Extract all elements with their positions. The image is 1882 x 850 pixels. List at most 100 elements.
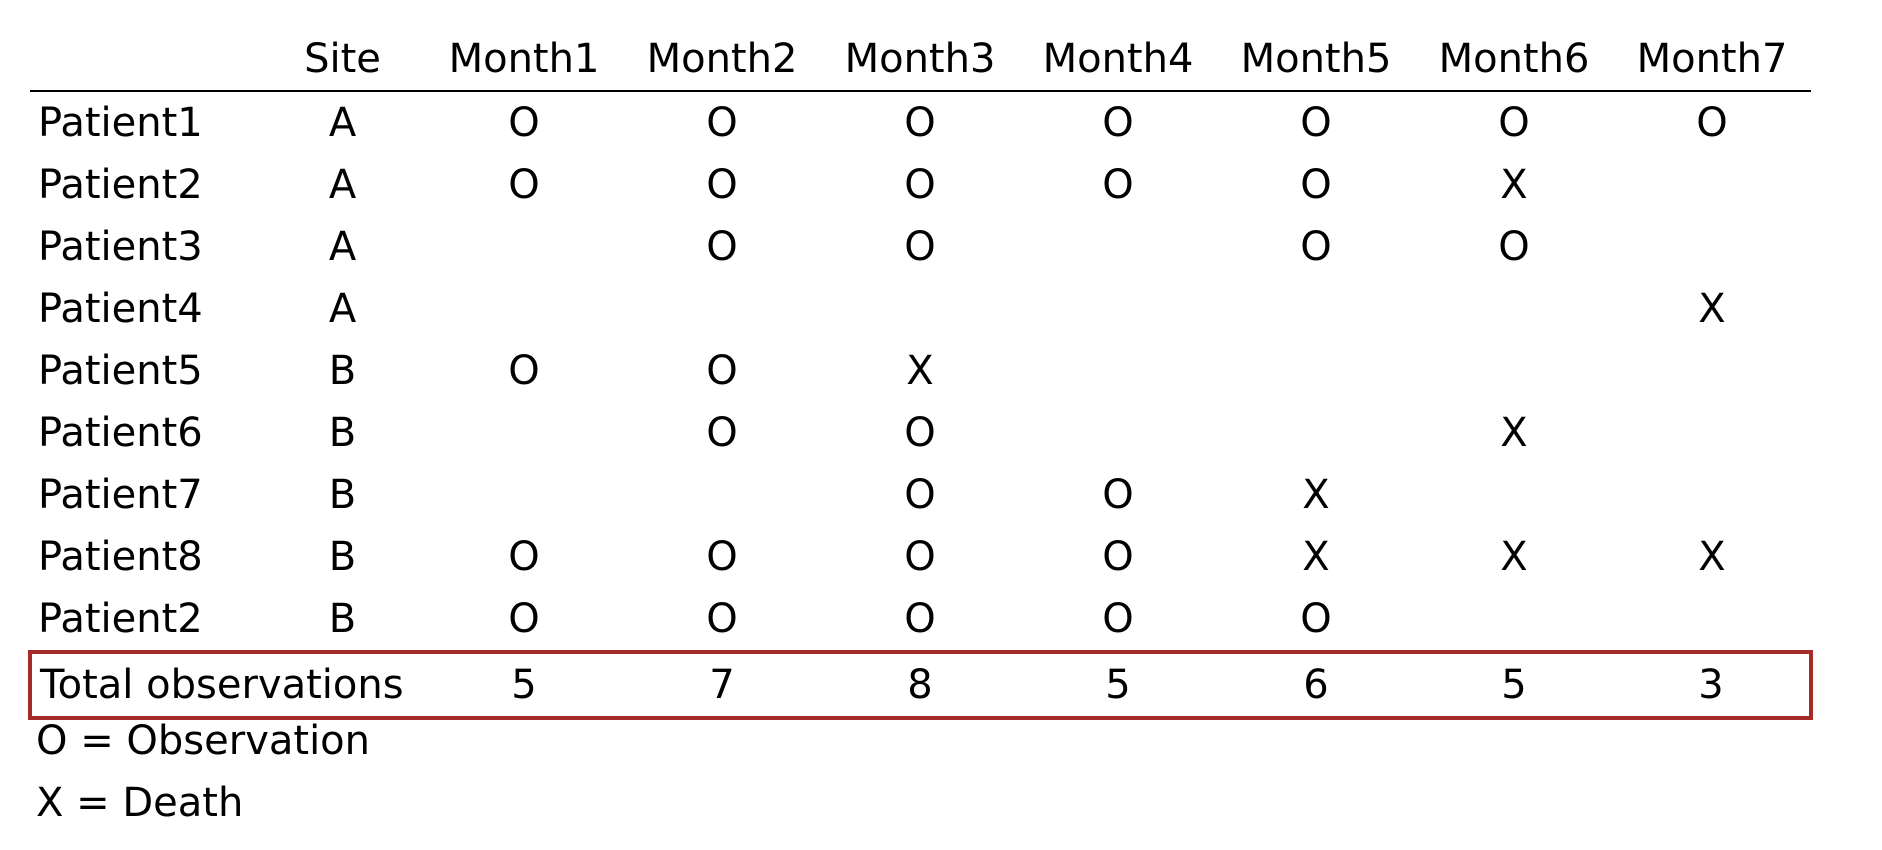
status-cell: O bbox=[904, 410, 936, 456]
status-cell bbox=[1415, 278, 1613, 340]
status-cell: O bbox=[706, 410, 738, 456]
status-cell: O bbox=[1102, 472, 1134, 518]
status-cell: O bbox=[904, 472, 936, 518]
status-cell bbox=[1415, 588, 1613, 652]
status-cell bbox=[1613, 588, 1811, 652]
total-value: 8 bbox=[821, 650, 1019, 720]
month-column-header: Month2 bbox=[646, 36, 798, 82]
status-cell: O bbox=[1300, 100, 1332, 146]
status-cell bbox=[1019, 278, 1217, 340]
status-cell: O bbox=[508, 534, 540, 580]
site-cell: B bbox=[328, 410, 357, 456]
table-row: Patient7 B O O X bbox=[30, 464, 1811, 526]
status-cell: X bbox=[1500, 534, 1528, 580]
status-cell: O bbox=[508, 162, 540, 208]
status-cell bbox=[1415, 464, 1613, 526]
month-column-header: Month1 bbox=[448, 36, 600, 82]
status-cell: O bbox=[904, 224, 936, 270]
status-cell: O bbox=[706, 534, 738, 580]
month-column-header: Month5 bbox=[1240, 36, 1392, 82]
status-cell: O bbox=[1102, 596, 1134, 642]
status-cell: O bbox=[1498, 100, 1530, 146]
table-row: Patient4 A X bbox=[30, 278, 1811, 340]
total-value: 5 bbox=[1019, 650, 1217, 720]
legend-observation: O = Observation bbox=[36, 718, 371, 764]
table-row: Patient2 B O O O O O bbox=[30, 588, 1811, 652]
status-cell bbox=[1613, 402, 1811, 464]
header-row: Site Month1 Month2 Month3 Month4 Month5 Month… bbox=[30, 28, 1811, 91]
total-value: 7 bbox=[623, 650, 821, 720]
status-cell: O bbox=[1300, 162, 1332, 208]
status-cell: O bbox=[706, 162, 738, 208]
table-row: Patient5 B O O X bbox=[30, 340, 1811, 402]
status-cell: O bbox=[706, 348, 738, 394]
table-header: Site Month1 Month2 Month3 Month4 Month5 Month… bbox=[30, 28, 1811, 91]
status-cell bbox=[1613, 464, 1811, 526]
total-value: 5 bbox=[1415, 650, 1613, 720]
status-cell bbox=[1613, 216, 1811, 278]
site-cell: B bbox=[328, 596, 357, 642]
status-cell: O bbox=[1102, 534, 1134, 580]
status-cell: O bbox=[706, 100, 738, 146]
legend: O = Observation X = Death bbox=[36, 710, 370, 834]
patient-name: Patient6 bbox=[38, 410, 203, 456]
status-cell: O bbox=[1300, 224, 1332, 270]
table-row: Patient6 B O O X bbox=[30, 402, 1811, 464]
status-cell: X bbox=[1302, 472, 1330, 518]
month-column-header: Month7 bbox=[1636, 36, 1788, 82]
status-cell: O bbox=[904, 100, 936, 146]
status-cell bbox=[1613, 154, 1811, 216]
site-cell: A bbox=[328, 286, 357, 332]
month-column-header: Month6 bbox=[1438, 36, 1590, 82]
site-cell: B bbox=[328, 472, 357, 518]
status-cell bbox=[425, 216, 623, 278]
status-cell bbox=[1217, 278, 1415, 340]
table-row: Patient3 A O O O O bbox=[30, 216, 1811, 278]
total-observations-row: Total observations 5 7 8 5 6 5 3 bbox=[28, 650, 1813, 720]
observation-table: Site Month1 Month2 Month3 Month4 Month5 Month… bbox=[28, 28, 1813, 720]
status-cell: O bbox=[1300, 596, 1332, 642]
total-value: 5 bbox=[425, 650, 623, 720]
status-cell bbox=[1217, 402, 1415, 464]
site-cell: B bbox=[328, 534, 357, 580]
status-cell bbox=[1019, 340, 1217, 402]
status-cell bbox=[1613, 340, 1811, 402]
status-cell bbox=[1415, 340, 1613, 402]
status-cell: X bbox=[1500, 162, 1528, 208]
status-cell: O bbox=[706, 596, 738, 642]
legend-death: X = Death bbox=[36, 780, 244, 826]
patient-name: Patient3 bbox=[38, 224, 203, 270]
table-body: Patient1 A O O O O O O O Patient2 A O O O O O X Patient3 A… bbox=[28, 91, 1813, 720]
status-cell: O bbox=[508, 348, 540, 394]
status-cell bbox=[425, 464, 623, 526]
status-cell bbox=[425, 278, 623, 340]
status-cell bbox=[1019, 402, 1217, 464]
patient-name: Patient4 bbox=[38, 286, 203, 332]
patient-name: Patient1 bbox=[38, 100, 203, 146]
month-column-header: Month4 bbox=[1042, 36, 1194, 82]
status-cell: X bbox=[906, 348, 934, 394]
patient-name: Patient7 bbox=[38, 472, 203, 518]
status-cell: O bbox=[904, 162, 936, 208]
status-cell bbox=[1217, 340, 1415, 402]
table-row: Patient8 B O O O O X X X bbox=[30, 526, 1811, 588]
status-cell: O bbox=[508, 596, 540, 642]
table-row: Patient1 A O O O O O O O bbox=[30, 91, 1811, 154]
status-cell: O bbox=[1102, 162, 1134, 208]
status-cell bbox=[623, 464, 821, 526]
total-value: 6 bbox=[1217, 650, 1415, 720]
status-cell: O bbox=[706, 224, 738, 270]
site-column-header: Site bbox=[304, 36, 381, 82]
status-cell: X bbox=[1302, 534, 1330, 580]
status-cell bbox=[623, 278, 821, 340]
site-cell: A bbox=[328, 224, 357, 270]
site-cell: A bbox=[328, 162, 357, 208]
status-cell bbox=[1019, 216, 1217, 278]
total-value: 3 bbox=[1613, 650, 1813, 720]
site-cell: A bbox=[328, 100, 357, 146]
status-cell: X bbox=[1500, 410, 1528, 456]
status-cell: O bbox=[1498, 224, 1530, 270]
month-column-header: Month3 bbox=[844, 36, 996, 82]
status-cell: X bbox=[1698, 534, 1726, 580]
total-label: Total observations bbox=[28, 650, 425, 720]
